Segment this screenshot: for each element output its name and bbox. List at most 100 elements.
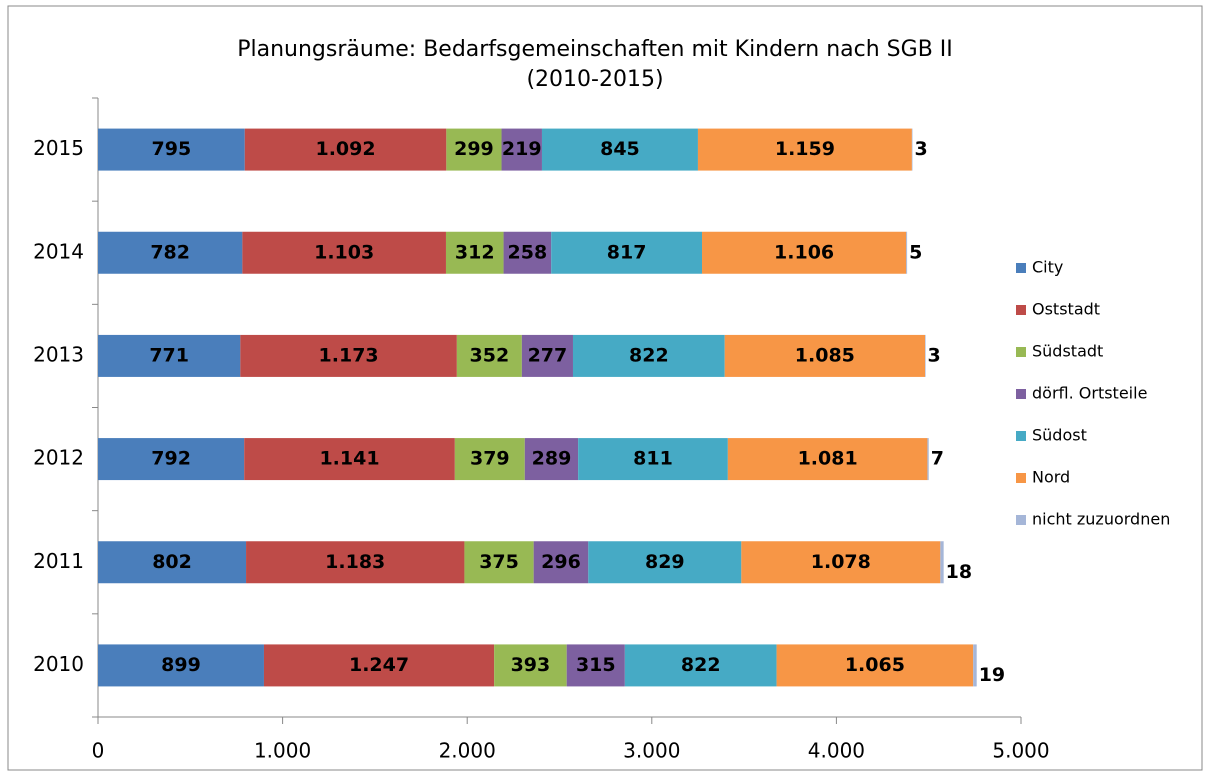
bar-segment — [588, 541, 742, 584]
bar-segment — [533, 541, 589, 584]
data-label: 7 — [931, 448, 944, 470]
x-tick-label: 4.000 — [808, 739, 865, 763]
legend-label: Oststadt — [1032, 300, 1100, 319]
chart-title: (2010-2015) — [526, 67, 663, 92]
data-label: 375 — [479, 551, 519, 573]
data-label: 19 — [979, 664, 1005, 686]
data-label: 771 — [149, 344, 189, 366]
data-label: 822 — [629, 344, 669, 366]
data-label: 1.183 — [325, 551, 385, 573]
data-label: 802 — [152, 551, 192, 573]
data-label: 312 — [455, 241, 495, 263]
bar-segment — [906, 231, 908, 274]
data-label: 299 — [454, 138, 494, 160]
bar-segment — [246, 541, 465, 584]
data-label: 258 — [508, 241, 548, 263]
data-label: 1.085 — [795, 344, 855, 366]
x-tick-label: 3.000 — [623, 739, 680, 763]
data-label: 296 — [541, 551, 581, 573]
bar-segment — [98, 231, 243, 274]
bar-segment — [702, 231, 907, 274]
bar-segment — [454, 438, 525, 481]
data-label: 3 — [914, 138, 927, 160]
bar-segment — [624, 644, 777, 687]
data-label: 18 — [946, 561, 972, 583]
bar-segment — [494, 644, 567, 687]
bar-segment — [456, 334, 522, 377]
data-label: 1.247 — [349, 654, 409, 676]
bar-segment — [940, 541, 944, 584]
bar-segment — [98, 438, 245, 481]
legend-swatch — [1016, 473, 1026, 483]
data-label: 782 — [150, 241, 190, 263]
legend-swatch — [1016, 431, 1026, 441]
legend-swatch — [1016, 389, 1026, 399]
bar-segment — [445, 231, 504, 274]
data-label: 219 — [502, 138, 542, 160]
data-label: 1.173 — [319, 344, 379, 366]
bar-segment — [566, 644, 625, 687]
legend-label: Nord — [1032, 468, 1070, 487]
x-tick-label: 1.000 — [254, 739, 311, 763]
bar-segment — [244, 128, 447, 171]
bar-segment — [98, 334, 241, 377]
legend-swatch — [1016, 515, 1026, 525]
x-tick-label: 0 — [92, 739, 105, 763]
chart-title: Planungsräume: Bedarfsgemeinschaften mit… — [237, 37, 953, 62]
data-label: 1.103 — [314, 241, 374, 263]
bar-segment — [973, 644, 977, 687]
data-label: 379 — [470, 448, 510, 470]
bar-segment — [776, 644, 974, 687]
bar-segment — [551, 231, 703, 274]
bar-segment — [98, 128, 245, 171]
data-label: 3 — [928, 344, 941, 366]
legend-swatch — [1016, 347, 1026, 357]
data-label: 1.065 — [845, 654, 905, 676]
bar-segment — [578, 438, 728, 481]
bar-segment — [501, 128, 542, 171]
bar-segment — [521, 334, 573, 377]
legend-label: Südost — [1032, 426, 1087, 445]
y-tick-label: 2015 — [33, 136, 84, 160]
data-label: 1.078 — [811, 551, 871, 573]
legend-label: nicht zuzuordnen — [1032, 510, 1170, 529]
data-label: 829 — [645, 551, 685, 573]
legend-label: Südstadt — [1032, 342, 1103, 361]
data-label: 1.141 — [319, 448, 379, 470]
y-tick-label: 2012 — [33, 446, 84, 470]
data-label: 1.106 — [774, 241, 834, 263]
bar-segment — [503, 231, 552, 274]
data-label: 822 — [681, 654, 721, 676]
bar-segment — [98, 541, 247, 584]
bar-segment — [724, 334, 926, 377]
data-label: 289 — [532, 448, 572, 470]
bar-segment — [572, 334, 725, 377]
x-tick-label: 5.000 — [992, 739, 1049, 763]
data-label: 1.081 — [798, 448, 858, 470]
y-tick-label: 2013 — [33, 342, 84, 366]
data-label: 5 — [909, 241, 922, 263]
data-label: 899 — [161, 654, 201, 676]
data-label: 795 — [152, 138, 192, 160]
bar-segment — [697, 128, 912, 171]
bar-segment — [524, 438, 579, 481]
data-label: 393 — [511, 654, 551, 676]
data-label: 811 — [633, 448, 673, 470]
bar-segment — [464, 541, 534, 584]
bar-segment — [98, 644, 264, 687]
data-label: 315 — [576, 654, 616, 676]
y-tick-label: 2010 — [33, 652, 84, 676]
y-tick-label: 2011 — [33, 549, 84, 573]
data-label: 1.159 — [775, 138, 835, 160]
bar-segment — [541, 128, 698, 171]
data-label: 1.092 — [315, 138, 375, 160]
bar-segment — [242, 231, 446, 274]
legend-label: dörfl. Ortsteile — [1032, 384, 1147, 403]
bar-segment — [244, 438, 455, 481]
bar-segment — [446, 128, 502, 171]
y-tick-label: 2014 — [33, 239, 84, 263]
data-label: 792 — [151, 448, 191, 470]
bar-segment — [925, 334, 926, 377]
bar-segment — [741, 541, 941, 584]
